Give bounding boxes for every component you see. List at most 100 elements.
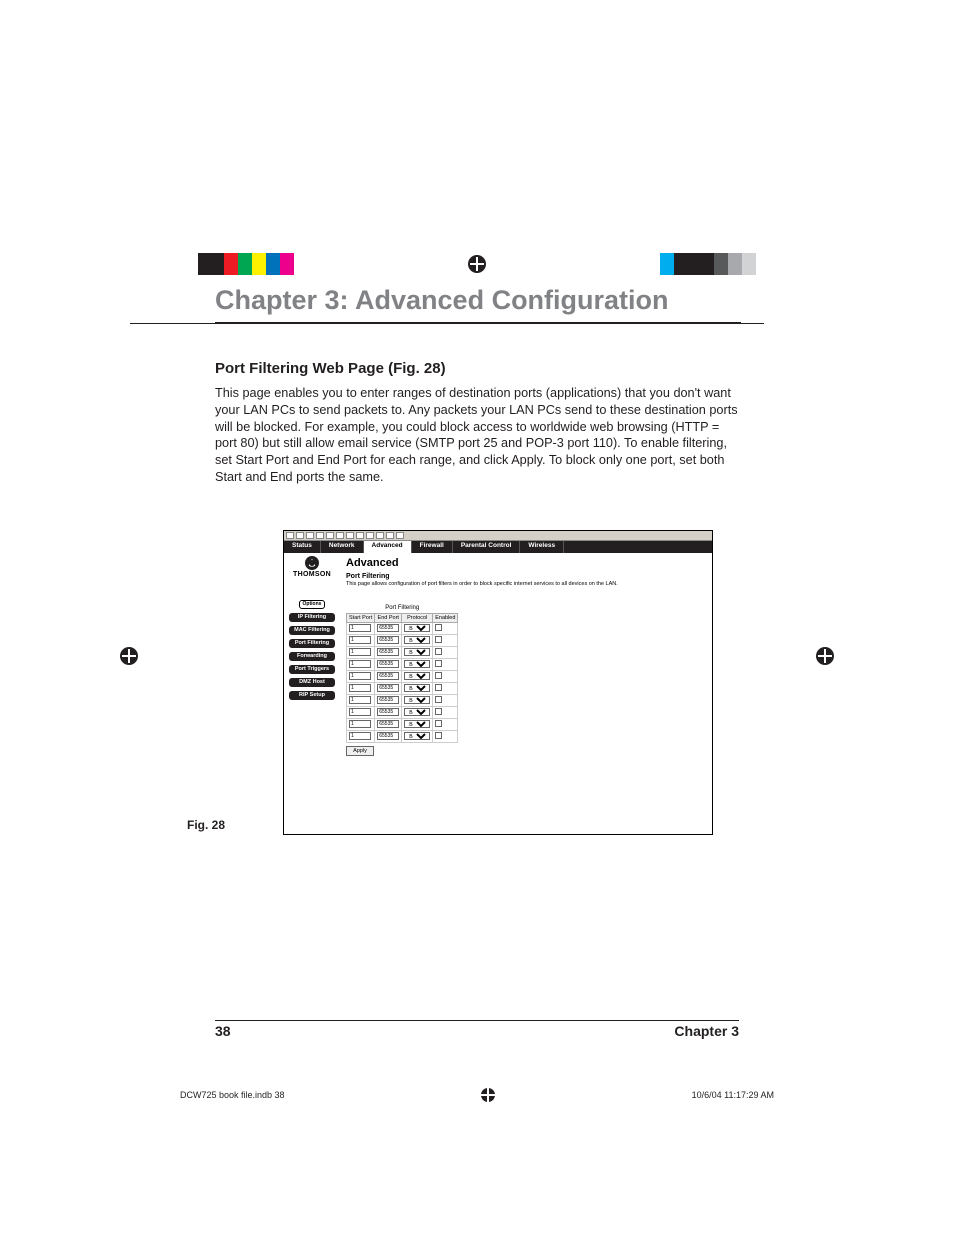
protocol-select[interactable]: Both bbox=[404, 708, 430, 716]
start-port-input[interactable] bbox=[349, 708, 371, 716]
tab-network[interactable]: Network bbox=[321, 541, 364, 553]
protocol-select[interactable]: Both bbox=[404, 684, 430, 692]
page-number: 38 bbox=[215, 1023, 231, 1039]
column-header: End Port bbox=[375, 613, 402, 622]
enabled-checkbox[interactable] bbox=[435, 696, 442, 703]
column-header: Enabled bbox=[433, 613, 458, 622]
sub-heading: Port Filtering bbox=[346, 573, 706, 580]
start-port-input[interactable] bbox=[349, 624, 371, 632]
chapter-title: Chapter 3: Advanced Configuration bbox=[215, 285, 741, 316]
table-row: Both bbox=[347, 646, 458, 658]
protocol-select[interactable]: Both bbox=[404, 648, 430, 656]
table-row: Both bbox=[347, 682, 458, 694]
enabled-checkbox[interactable] bbox=[435, 624, 442, 631]
sidebar-item-rip-setup[interactable]: RIP Setup bbox=[289, 691, 335, 700]
figure-label: Fig. 28 bbox=[187, 818, 225, 832]
sidebar-item-port-filtering[interactable]: Port Filtering bbox=[289, 639, 335, 648]
enabled-checkbox[interactable] bbox=[435, 720, 442, 727]
sub-desc: This page allows configuration of port f… bbox=[346, 581, 706, 587]
tab-advanced[interactable]: Advanced bbox=[364, 541, 412, 553]
table-row: Both bbox=[347, 670, 458, 682]
start-port-input[interactable] bbox=[349, 648, 371, 656]
figure-screenshot: StatusNetworkAdvancedFirewallParental Co… bbox=[283, 530, 713, 835]
start-port-input[interactable] bbox=[349, 672, 371, 680]
end-port-input[interactable] bbox=[377, 732, 399, 740]
table-row: Both bbox=[347, 634, 458, 646]
enabled-checkbox[interactable] bbox=[435, 684, 442, 691]
brand-label: THOMSON bbox=[284, 571, 340, 578]
slug-left: DCW725 book file.indb 38 bbox=[180, 1090, 285, 1100]
start-port-input[interactable] bbox=[349, 636, 371, 644]
tab-wireless[interactable]: Wireless bbox=[520, 541, 564, 553]
port-filter-table: Port Filtering Start PortEnd PortProtoco… bbox=[346, 605, 458, 743]
protocol-select[interactable]: Both bbox=[404, 636, 430, 644]
column-header: Start Port bbox=[347, 613, 375, 622]
colorbar-left bbox=[198, 253, 294, 275]
end-port-input[interactable] bbox=[377, 720, 399, 728]
end-port-input[interactable] bbox=[377, 660, 399, 668]
enabled-checkbox[interactable] bbox=[435, 672, 442, 679]
protocol-select[interactable]: Both bbox=[404, 720, 430, 728]
rule-under-title bbox=[215, 322, 741, 324]
protocol-select[interactable]: Both bbox=[404, 732, 430, 740]
enabled-checkbox[interactable] bbox=[435, 660, 442, 667]
start-port-input[interactable] bbox=[349, 660, 371, 668]
start-port-input[interactable] bbox=[349, 696, 371, 704]
registration-mark-icon bbox=[816, 647, 834, 665]
sidebar-item-ip-filtering[interactable]: IP Filtering bbox=[289, 613, 335, 622]
tab-status[interactable]: Status bbox=[284, 541, 321, 553]
sidebar-item-port-triggers[interactable]: Port Triggers bbox=[289, 665, 335, 674]
table-caption: Port Filtering bbox=[346, 605, 458, 613]
start-port-input[interactable] bbox=[349, 684, 371, 692]
end-port-input[interactable] bbox=[377, 648, 399, 656]
end-port-input[interactable] bbox=[377, 708, 399, 716]
start-port-input[interactable] bbox=[349, 732, 371, 740]
registration-mark-icon bbox=[481, 1088, 495, 1102]
protocol-select[interactable]: Both bbox=[404, 672, 430, 680]
slug-right: 10/6/04 11:17:29 AM bbox=[692, 1090, 774, 1100]
protocol-select[interactable]: Both bbox=[404, 660, 430, 668]
registration-mark-icon bbox=[468, 255, 486, 273]
sidebar-item-forwarding[interactable]: Forwarding bbox=[289, 652, 335, 661]
table-row: Both bbox=[347, 730, 458, 742]
enabled-checkbox[interactable] bbox=[435, 636, 442, 643]
end-port-input[interactable] bbox=[377, 624, 399, 632]
sidebar-item-dmz-host[interactable]: DMZ Host bbox=[289, 678, 335, 687]
body-paragraph: This page enables you to enter ranges of… bbox=[215, 385, 741, 486]
page-content: Chapter 3: Advanced Configuration Port F… bbox=[215, 285, 741, 835]
end-port-input[interactable] bbox=[377, 636, 399, 644]
sidebar-item-options[interactable]: Options bbox=[299, 600, 325, 609]
table-row: Both bbox=[347, 622, 458, 634]
protocol-select[interactable]: Both bbox=[404, 624, 430, 632]
table-row: Both bbox=[347, 718, 458, 730]
tab-firewall[interactable]: Firewall bbox=[412, 541, 453, 553]
table-row: Both bbox=[347, 694, 458, 706]
enabled-checkbox[interactable] bbox=[435, 648, 442, 655]
logo-icon bbox=[305, 556, 319, 570]
page-footer: 38 Chapter 3 bbox=[215, 1020, 739, 1039]
browser-toolbar bbox=[284, 531, 712, 541]
colorbar-right bbox=[660, 253, 756, 275]
registration-row-top bbox=[0, 252, 954, 276]
main-panel: Advanced Port Filtering This page allows… bbox=[340, 553, 712, 834]
apply-button[interactable]: Apply bbox=[346, 746, 374, 756]
registration-mark-icon bbox=[120, 647, 138, 665]
section-title: Port Filtering Web Page (Fig. 28) bbox=[215, 360, 741, 377]
tab-parental-control[interactable]: Parental Control bbox=[453, 541, 521, 553]
table-row: Both bbox=[347, 658, 458, 670]
page-heading: Advanced bbox=[346, 557, 706, 569]
sidebar-item-mac-filtering[interactable]: MAC Filtering bbox=[289, 626, 335, 635]
protocol-select[interactable]: Both bbox=[404, 696, 430, 704]
imposition-slug: DCW725 book file.indb 38 10/6/04 11:17:2… bbox=[180, 1088, 774, 1102]
enabled-checkbox[interactable] bbox=[435, 732, 442, 739]
start-port-input[interactable] bbox=[349, 720, 371, 728]
table-row: Both bbox=[347, 706, 458, 718]
end-port-input[interactable] bbox=[377, 672, 399, 680]
column-header: Protocol bbox=[402, 613, 433, 622]
sidebar: THOMSON Options IP Filtering MAC Filtering… bbox=[284, 553, 340, 834]
chapter-ref: Chapter 3 bbox=[674, 1023, 739, 1039]
enabled-checkbox[interactable] bbox=[435, 708, 442, 715]
end-port-input[interactable] bbox=[377, 684, 399, 692]
top-tabs: StatusNetworkAdvancedFirewallParental Co… bbox=[284, 541, 712, 553]
end-port-input[interactable] bbox=[377, 696, 399, 704]
